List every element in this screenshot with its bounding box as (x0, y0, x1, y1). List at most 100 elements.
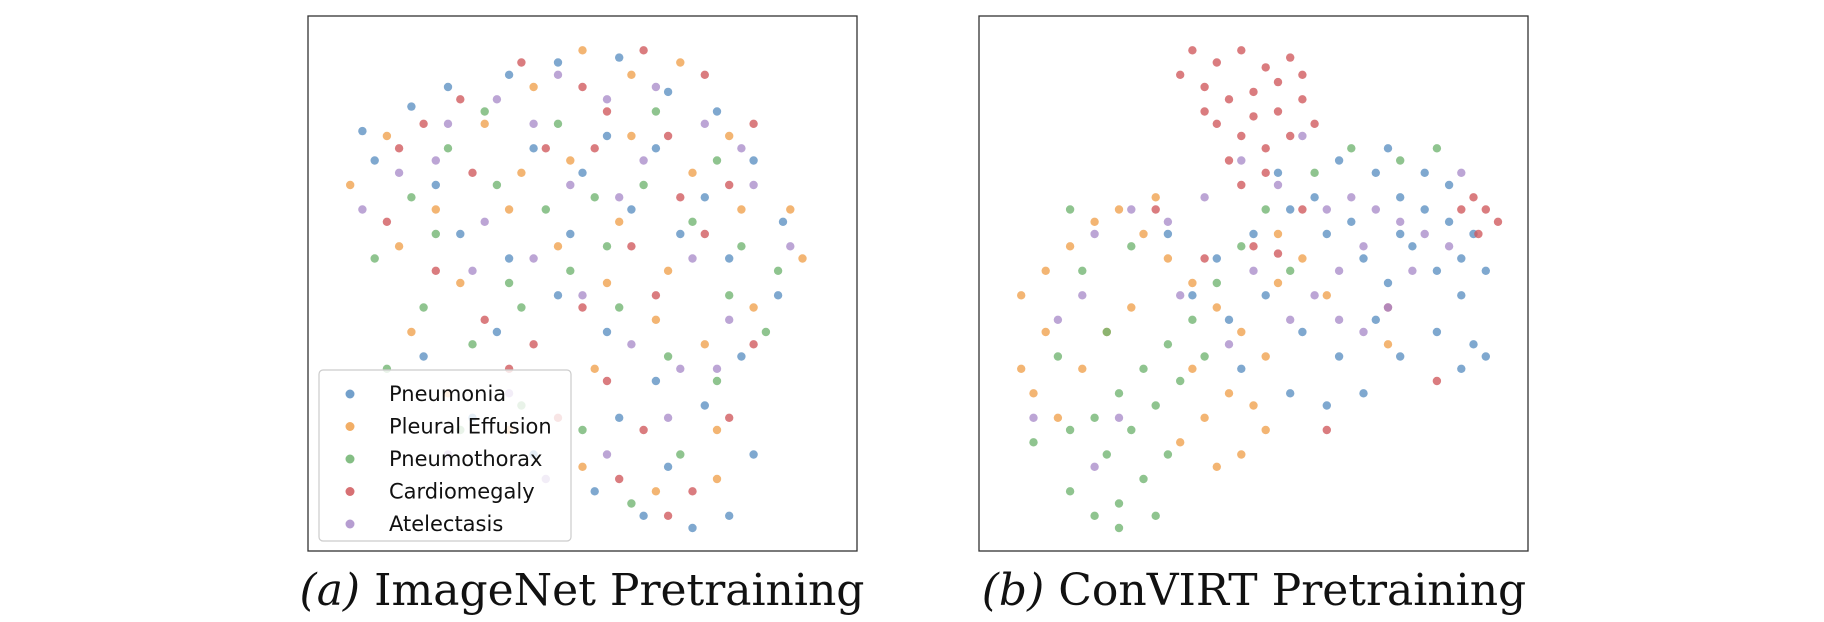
panel-a-point-pleural-effusion (407, 327, 416, 337)
panel-a-point-pneumothorax (480, 107, 489, 116)
panel-a-point-pneumothorax (639, 180, 648, 190)
panel-b-point-atelectasis (1334, 315, 1344, 324)
panel-a-point-pneumonia (504, 254, 514, 263)
panel-a-point-pneumothorax (627, 499, 636, 508)
panel-b-point-pleural-effusion (1249, 401, 1258, 410)
panel-a-caption-label: (a) (300, 565, 361, 616)
panel-a-point-pneumonia (737, 352, 746, 361)
panel-a-point-atelectasis (737, 144, 746, 153)
panel-a-point-pleural-effusion (663, 266, 673, 275)
panel-b-point-pleural-effusion (1224, 389, 1234, 398)
panel-b-point-cardiomegaly (1273, 107, 1283, 116)
panel-b-point-pleural-effusion (1114, 205, 1124, 214)
panel-b-point-atelectasis (1090, 229, 1099, 239)
panel-b-point-pneumothorax (1261, 205, 1270, 214)
panel-b-point-pneumothorax (1029, 438, 1038, 447)
panel-b-point-atelectasis (1298, 131, 1307, 141)
panel-a-point-cardiomegaly (480, 315, 489, 324)
panel-b-point-pneumonia (1249, 229, 1258, 239)
panel-b-point-atelectasis (1457, 168, 1466, 177)
panel-a-point-pneumonia (749, 450, 758, 459)
panel-a-point-atelectasis (725, 315, 734, 324)
panel-a-point-pleural-effusion (431, 205, 440, 214)
panel-b-point-pneumothorax (1102, 450, 1112, 459)
panel-a-point-atelectasis (529, 119, 538, 128)
panel-b-point-pleural-effusion (1237, 450, 1246, 459)
panel-b-point-atelectasis (1359, 242, 1368, 251)
panel-a-point-pneumonia (688, 523, 697, 533)
panel-a-point-pleural-effusion (737, 205, 746, 214)
panel-b-point-cardiomegaly (1432, 376, 1442, 386)
panel-a-point-atelectasis (676, 364, 685, 373)
panel-a-caption: (a) ImageNet Pretraining (300, 565, 865, 616)
panel-a-point-pleural-effusion (712, 425, 722, 435)
panel-a-point-atelectasis (358, 205, 367, 214)
panel-a-point-pleural-effusion (394, 242, 404, 251)
panel-b-point-atelectasis (1408, 266, 1417, 275)
panel-b-point-pleural-effusion (1322, 291, 1332, 300)
panel-b-point-pneumothorax (1188, 315, 1197, 324)
panel-b-point-pleural-effusion (1273, 229, 1283, 239)
panel-b-point-pneumonia (1408, 242, 1417, 251)
panel-b-caption-label: (b) (982, 565, 1045, 616)
panel-a-point-pneumothorax (468, 340, 477, 349)
panel-b-point-pneumonia (1371, 315, 1381, 324)
panel-b-point-cardiomegaly (1176, 70, 1185, 80)
panel-a-point-atelectasis (602, 450, 612, 459)
panel-a-point-pleural-effusion (712, 474, 722, 484)
panel-b-point-cardiomegaly (1286, 53, 1295, 62)
panel-a-point-atelectasis (468, 266, 477, 275)
panel-b-point-cardiomegaly (1249, 87, 1258, 97)
panel-a-point-pleural-effusion (456, 278, 465, 288)
panel-b-point-pneumonia (1359, 254, 1368, 263)
panel-b-point-pleural-effusion (1273, 278, 1283, 288)
panel-a-point-cardiomegaly (419, 119, 428, 128)
panel-a-point-atelectasis (627, 340, 636, 349)
panel-b-point-cardiomegaly (1200, 107, 1209, 116)
panel-a-point-atelectasis (602, 95, 612, 104)
panel-b-point-atelectasis (1286, 315, 1295, 324)
panel-b-point-cardiomegaly (1237, 131, 1246, 141)
panel-b-point-atelectasis (1273, 180, 1283, 190)
panel-a-point-pneumonia (553, 58, 563, 67)
panel-b-point-cardiomegaly (1493, 217, 1503, 226)
panel-b-point-pneumothorax (1127, 242, 1136, 251)
panel-b-point-pneumonia (1396, 352, 1405, 361)
panel-a-point-pneumonia (419, 352, 428, 361)
panel-b-point-atelectasis (1444, 242, 1454, 251)
legend-label-atelectasis: Atelectasis (389, 512, 503, 536)
panel-b-point-pneumonia (1481, 352, 1491, 361)
panel-a-point-pneumonia (663, 87, 673, 97)
panel-a-point-atelectasis (394, 168, 404, 177)
panel-b-point-pleural-effusion (1188, 278, 1197, 288)
panel-b-point-pneumonia (1347, 217, 1356, 226)
panel-a-point-pleural-effusion (553, 242, 563, 251)
panel-b-point-pneumothorax (1151, 511, 1160, 520)
panel-b-point-pleural-effusion (1041, 266, 1050, 275)
panel-a-point-pneumonia (602, 327, 612, 337)
panel-a-point-atelectasis (663, 413, 673, 422)
panel-b-point-atelectasis (1237, 156, 1246, 165)
panel-b-point-cardiomegaly (1261, 144, 1270, 153)
panel-b-point-pneumonia (1334, 352, 1344, 361)
panel-b-point-atelectasis (1249, 266, 1258, 275)
panel-b-point-pneumothorax (1053, 352, 1063, 361)
panel-b-point-cardiomegaly (1151, 205, 1160, 214)
panel-a-point-pneumonia (529, 144, 538, 153)
panel-b-point-cardiomegaly (1200, 82, 1209, 92)
panel-a-point-pleural-effusion (578, 46, 587, 55)
panel-b-point-pneumonia (1383, 278, 1393, 288)
panel-a-point-pleural-effusion (725, 131, 734, 141)
panel-a-point-pleural-effusion (566, 156, 575, 165)
panel-b-point-pneumonia (1457, 291, 1466, 300)
panel-b-point-pleural-effusion (1065, 242, 1075, 251)
panel-b-point-pleural-effusion (1017, 364, 1026, 373)
panel-b-point-pleural-effusion (1383, 340, 1393, 349)
panel-b-point-atelectasis (1029, 413, 1038, 422)
panel-a-point-atelectasis (700, 119, 709, 128)
panel-b-point-pneumonia (1444, 180, 1454, 190)
panel-b-point-cardiomegaly (1237, 46, 1246, 55)
panel-b-point-pneumonia (1481, 266, 1491, 275)
panel-b-point-cardiomegaly (1200, 254, 1209, 263)
